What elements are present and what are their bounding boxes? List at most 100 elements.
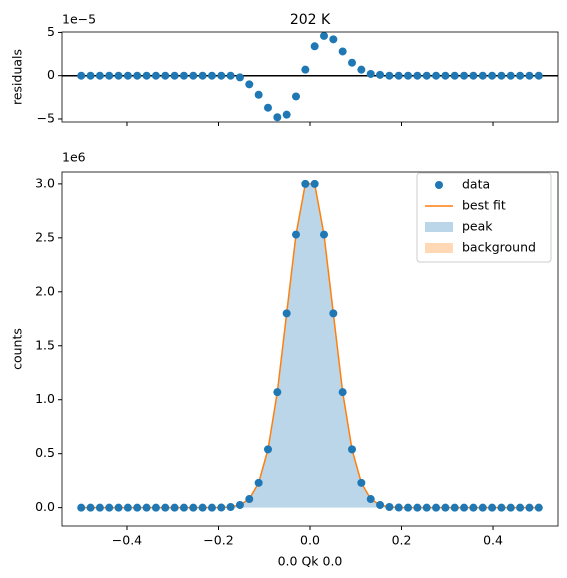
data-point xyxy=(282,309,291,318)
data-point xyxy=(254,478,263,487)
residual-point xyxy=(105,71,114,80)
residual-point xyxy=(488,71,497,80)
data-point xyxy=(123,503,132,512)
legend-marker xyxy=(425,243,453,253)
residual-point xyxy=(469,71,478,80)
data-point xyxy=(142,503,151,512)
residual-point xyxy=(273,113,282,122)
residual-point xyxy=(516,71,525,80)
x-tick-label: −0.4 xyxy=(112,533,142,548)
residual-point xyxy=(123,71,132,80)
data-point xyxy=(441,503,450,512)
offset-label: 1e−5 xyxy=(62,12,96,27)
residual-point xyxy=(151,71,160,80)
data-point xyxy=(179,503,188,512)
legend-label: data xyxy=(462,177,490,192)
residual-point xyxy=(189,71,198,80)
legend-marker xyxy=(425,222,453,232)
residual-point xyxy=(245,80,254,89)
data-point xyxy=(394,503,403,512)
data-point xyxy=(469,503,478,512)
data-point xyxy=(310,179,319,188)
residual-point xyxy=(282,110,291,119)
residual-point xyxy=(310,42,319,51)
y-tick-label: 5 xyxy=(47,24,55,39)
residual-point xyxy=(77,71,86,80)
y-tick-label: 2.0 xyxy=(35,283,55,298)
residual-point xyxy=(254,90,263,99)
data-point xyxy=(460,503,469,512)
residual-point xyxy=(385,71,394,80)
data-point xyxy=(114,503,123,512)
legend-label: peak xyxy=(462,219,493,234)
data-point xyxy=(133,503,142,512)
residual-point xyxy=(226,71,235,80)
data-point xyxy=(263,445,272,454)
data-point xyxy=(366,495,375,504)
residual-point xyxy=(179,71,188,80)
plot-area xyxy=(62,32,558,122)
y-axis-label: residuals xyxy=(10,49,25,105)
legend-label: best fit xyxy=(462,198,506,213)
residual-point xyxy=(450,71,459,80)
data-point xyxy=(320,230,329,239)
data-point xyxy=(404,503,413,512)
residual-point xyxy=(198,71,207,80)
residual-point xyxy=(320,32,329,40)
y-axis-label: counts xyxy=(10,328,25,370)
data-point xyxy=(301,179,310,188)
y-tick-label: 2.5 xyxy=(35,229,55,244)
residual-point xyxy=(86,71,95,80)
x-tick-label: −0.2 xyxy=(203,533,233,548)
residual-point xyxy=(329,35,338,44)
data-point xyxy=(235,500,244,509)
y-tick-label: 0.0 xyxy=(35,499,55,514)
residual-point xyxy=(534,71,543,80)
residual-point xyxy=(235,73,244,82)
residual-point xyxy=(394,71,403,80)
data-point xyxy=(422,503,431,512)
residual-point xyxy=(114,71,123,80)
data-point xyxy=(488,503,497,512)
residual-point xyxy=(357,65,366,74)
y-tick-label: 1.0 xyxy=(35,391,55,406)
residual-point xyxy=(133,71,142,80)
area xyxy=(81,183,539,508)
residual-point xyxy=(376,70,385,79)
data-point xyxy=(105,503,114,512)
data-point xyxy=(151,503,160,512)
residual-point xyxy=(161,71,170,80)
data-point xyxy=(77,503,86,512)
residual-point xyxy=(142,71,151,80)
data-point xyxy=(534,503,543,512)
residual-point xyxy=(506,71,515,80)
residual-point xyxy=(338,47,347,56)
data-point xyxy=(525,503,534,512)
residual-point xyxy=(404,71,413,80)
y-tick-label: 0.5 xyxy=(35,445,55,460)
residual-point xyxy=(478,71,487,80)
x-axis-label: 0.0 Qk 0.0 xyxy=(278,554,343,569)
data-point xyxy=(170,503,179,512)
residual-point xyxy=(460,71,469,80)
data-point xyxy=(413,503,422,512)
residual-point xyxy=(348,58,357,67)
data-point xyxy=(226,503,235,512)
data-point xyxy=(189,503,198,512)
data-point xyxy=(273,388,282,397)
data-point xyxy=(245,495,254,504)
y-tick-label: 1.5 xyxy=(35,337,55,352)
axes-frame xyxy=(61,31,559,123)
y-tick-label: −5 xyxy=(37,110,55,125)
residual-point xyxy=(170,71,179,80)
data-point xyxy=(450,503,459,512)
residual-point xyxy=(207,71,216,80)
residual-point xyxy=(291,92,300,101)
residual-point xyxy=(422,71,431,80)
y-tick-label: 3.0 xyxy=(35,175,55,190)
data-point xyxy=(217,503,226,512)
data-point xyxy=(329,309,338,318)
residual-point xyxy=(263,103,272,112)
x-tick-label: 0.4 xyxy=(483,533,503,548)
